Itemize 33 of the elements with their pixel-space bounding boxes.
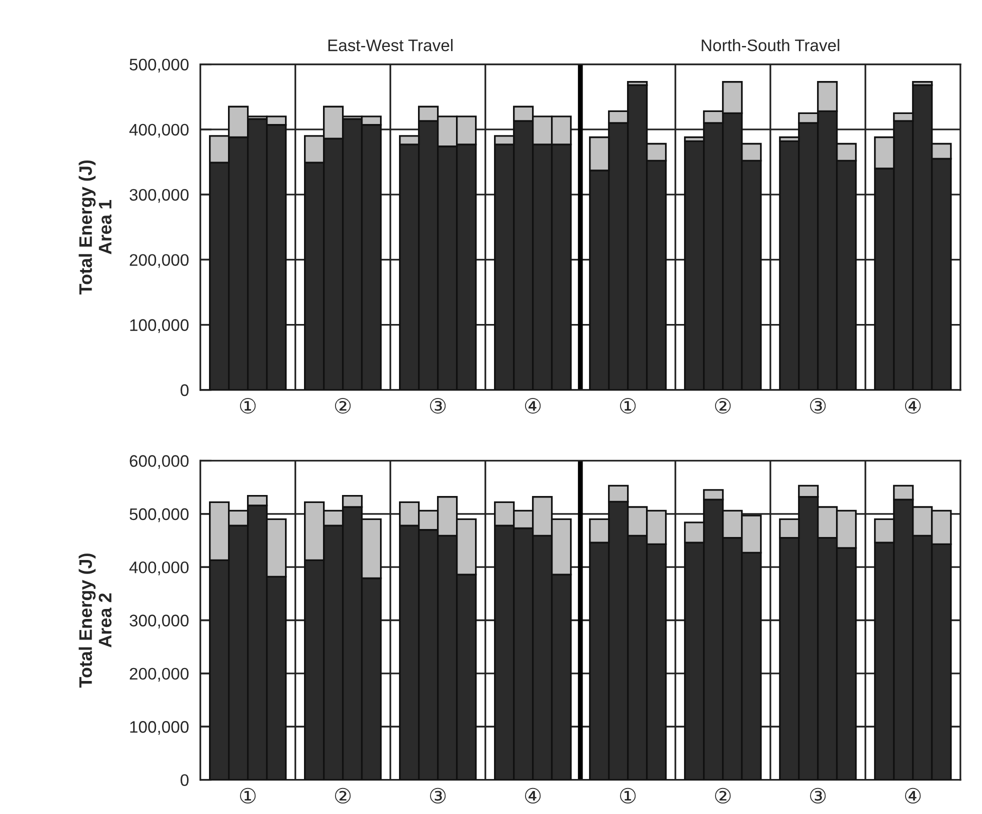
x-tick-label: ④	[905, 788, 921, 804]
y-axis-title: Total Energy (J) Area 2	[78, 554, 112, 688]
y-tick-label: 200,000	[130, 254, 189, 268]
x-tick-label: ②	[335, 398, 351, 414]
y-axis-title: Total Energy (J) Area 1	[78, 160, 112, 294]
x-tick-label: ①	[620, 788, 636, 804]
x-tick-label: ③	[430, 398, 446, 414]
y-tick-label: 100,000	[130, 721, 189, 735]
y-tick-label: 0	[180, 384, 189, 396]
x-tick-label: ②	[715, 398, 731, 414]
x-tick-label: ①	[620, 398, 636, 414]
y-tick-label: 300,000	[130, 614, 189, 628]
y-tick-label: 300,000	[130, 188, 189, 203]
y-tick-label: 400,000	[129, 124, 189, 138]
x-tick-label: ①	[240, 398, 256, 414]
y-tick-label: 500,000	[130, 58, 189, 72]
text: North-South Travel	[702, 39, 840, 52]
x-tick-label: ③	[810, 788, 826, 804]
x-tick-label: ④	[525, 788, 541, 804]
y-tick-label: 0	[180, 774, 189, 786]
y-tick-label: 500,000	[130, 508, 189, 522]
y-tick-label: 200,000	[130, 668, 189, 682]
y-tick-label: 100,000	[130, 319, 189, 333]
x-tick-label: ③	[810, 398, 826, 414]
x-tick-label: ④	[905, 398, 921, 414]
text: East-West Travel	[328, 39, 453, 52]
x-tick-label: ④	[525, 398, 541, 414]
x-tick-label: ②	[715, 788, 731, 804]
x-tick-label: ①	[240, 788, 256, 804]
y-tick-label: 400,000	[129, 561, 189, 576]
y-tick-label: 600,000	[130, 455, 189, 469]
x-tick-label: ③	[430, 788, 446, 804]
x-tick-label: ②	[335, 788, 351, 804]
